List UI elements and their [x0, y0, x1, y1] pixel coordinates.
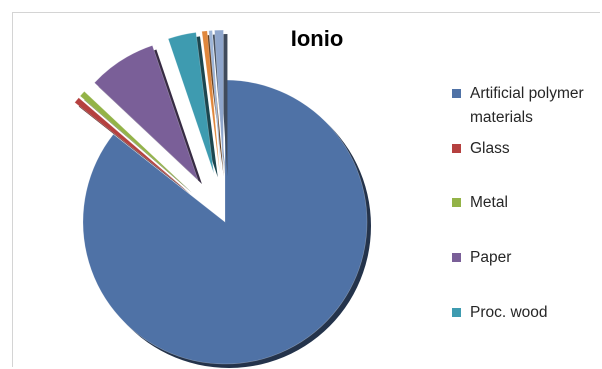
pie-slice-glass — [74, 97, 187, 191]
legend-swatch-metal — [452, 198, 461, 207]
legend-swatch-glass — [452, 144, 461, 153]
pie-slice-metal — [79, 90, 189, 189]
legend-label-paper: Paper — [470, 249, 512, 266]
pie-slice-proc-wood — [167, 32, 215, 174]
legend-swatch-proc-wood — [452, 308, 461, 317]
legend-swatch-artificial-polymer-materials — [452, 89, 461, 98]
chart-frame — [12, 12, 600, 367]
legend-swatch-paper — [452, 253, 461, 262]
legend-label-proc-wood: Proc. wood — [470, 304, 548, 321]
pie-slice-unlabeled-7 — [214, 29, 224, 173]
pie-slice-artificial-polymer-materials — [82, 79, 368, 365]
legend-label-artificial-polymer-materials: Artificial polymer materials — [470, 85, 584, 126]
chart-title: Ionio — [290, 26, 344, 51]
pie-slice-paper — [94, 45, 199, 181]
pie-slice-unlabeled-6 — [208, 30, 222, 173]
legend-label-metal: Metal — [470, 194, 508, 211]
legend-label-glass: Glass — [470, 140, 510, 157]
pie-slice-unlabeled-5 — [201, 30, 220, 173]
